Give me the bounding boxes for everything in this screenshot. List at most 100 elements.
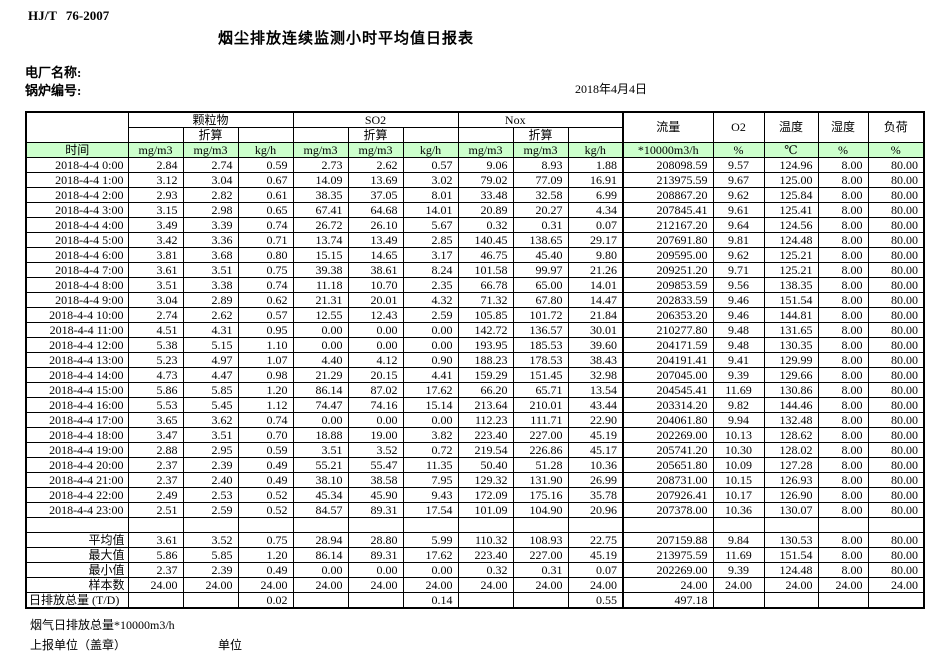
value-cell: 43.44 [567, 397, 624, 413]
value-cell: 20.01 [347, 292, 404, 308]
value-cell: 9.94 [712, 412, 765, 428]
summary-label: 平均值 [25, 532, 129, 548]
value-cell: 33.48 [457, 187, 514, 203]
value-cell: 210277.80 [622, 322, 714, 338]
value-cell: 21.29 [292, 367, 349, 383]
time-cell: 2018-4-4 7:00 [25, 262, 129, 278]
value-cell: 64.68 [347, 202, 404, 218]
value-cell: 24.00 [182, 577, 239, 593]
value-cell: 22.90 [567, 412, 624, 428]
value-cell [817, 592, 869, 609]
value-cell: 80.00 [867, 337, 925, 353]
header-row-units: 时间 mg/m3 mg/m3 kg/h mg/m3 mg/m3 kg/h mg/… [25, 142, 925, 158]
value-cell: 1.07 [237, 352, 294, 368]
value-cell: 124.48 [763, 562, 819, 578]
value-cell: 45.19 [567, 547, 624, 563]
value-cell: 24.00 [512, 577, 569, 593]
value-cell: 1.88 [567, 157, 624, 173]
value-cell: 2.62 [347, 157, 404, 173]
value-cell: 24.00 [763, 577, 819, 593]
value-cell: 80.00 [867, 487, 925, 503]
value-cell: 9.48 [712, 322, 765, 338]
empty-cell [292, 127, 349, 143]
value-cell: 80.00 [867, 292, 925, 308]
table-row: 2018-4-4 15:00 5.86 5.85 1.20 86.14 87.02 17.6… [25, 382, 925, 398]
table-row: 2018-4-4 21:00 2.37 2.40 0.49 38.10 38.58 7.95… [25, 472, 925, 488]
value-cell: 0.32 [457, 217, 514, 233]
value-cell: 4.12 [347, 352, 404, 368]
value-cell: 4.40 [292, 352, 349, 368]
value-cell: 24.00 [127, 577, 184, 593]
time-cell: 2018-4-4 3:00 [25, 202, 129, 218]
value-cell: 8.00 [817, 322, 869, 338]
value-cell: 127.28 [763, 457, 819, 473]
value-cell: 0.49 [237, 562, 294, 578]
time-cell: 2018-4-4 5:00 [25, 232, 129, 248]
reporting-unit-label: 上报单位（盖章） [30, 638, 127, 652]
value-cell: 5.99 [402, 532, 459, 548]
value-cell: 30.01 [567, 322, 624, 338]
group-header-flow: 流量 [622, 111, 714, 143]
value-cell: 20.15 [347, 367, 404, 383]
value-cell: 213975.59 [622, 547, 714, 563]
value-cell: 125.21 [763, 262, 819, 278]
empty-cell [817, 517, 869, 533]
value-cell: 8.00 [817, 397, 869, 413]
value-cell: 14.09 [292, 172, 349, 188]
empty-cell [402, 127, 459, 143]
value-cell: 125.00 [763, 172, 819, 188]
value-cell: 203314.20 [622, 397, 714, 413]
table-row: 2018-4-4 9:00 3.04 2.89 0.62 21.31 20.01 4.32 7… [25, 292, 925, 308]
value-cell: 2.51 [127, 502, 184, 518]
empty-cell [127, 127, 184, 143]
value-cell: 202269.00 [622, 427, 714, 443]
value-cell: 80.00 [867, 412, 925, 428]
value-cell: 151.54 [763, 547, 819, 563]
value-cell: 10.30 [712, 442, 765, 458]
value-cell: 204171.59 [622, 337, 714, 353]
value-cell: 2.59 [182, 502, 239, 518]
group-header-pm: 颗粒物 [127, 111, 294, 128]
value-cell: 3.81 [127, 247, 184, 263]
value-cell: 207926.41 [622, 487, 714, 503]
value-cell: 3.68 [182, 247, 239, 263]
time-cell: 2018-4-4 23:00 [25, 502, 129, 518]
value-cell: 175.16 [512, 487, 569, 503]
value-cell: 0.00 [292, 337, 349, 353]
summary-row: 最小值 2.37 2.39 0.49 0.00 0.00 0.00 0.32 0.31 0.07 2… [25, 562, 925, 578]
value-cell: 126.93 [763, 472, 819, 488]
value-cell: 38.43 [567, 352, 624, 368]
value-cell: 9.71 [712, 262, 765, 278]
value-cell: 0.31 [512, 217, 569, 233]
unit-cell: mg/m3 [512, 142, 569, 158]
time-cell: 2018-4-4 8:00 [25, 277, 129, 293]
value-cell: 223.40 [457, 427, 514, 443]
value-cell: 45.17 [567, 442, 624, 458]
unit-cell: mg/m3 [127, 142, 184, 158]
report-date: 2018年4月4日 [575, 82, 648, 96]
value-cell: 8.00 [817, 232, 869, 248]
value-cell: 124.48 [763, 232, 819, 248]
value-cell: 24.00 [402, 577, 459, 593]
value-cell: 11.35 [402, 457, 459, 473]
value-cell: 0.00 [292, 322, 349, 338]
value-cell: 13.54 [567, 382, 624, 398]
value-cell: 0.07 [567, 217, 624, 233]
value-cell: 26.99 [567, 472, 624, 488]
value-cell: 9.61 [712, 202, 765, 218]
value-cell: 213975.59 [622, 172, 714, 188]
value-cell: 22.75 [567, 532, 624, 548]
value-cell: 8.00 [817, 457, 869, 473]
table-row: 2018-4-4 6:00 3.81 3.68 0.80 15.15 14.65 3.17 4… [25, 247, 925, 263]
value-cell: 45.19 [567, 427, 624, 443]
value-cell: 151.45 [512, 367, 569, 383]
unit-cell: kg/h [402, 142, 459, 158]
value-cell: 5.85 [182, 547, 239, 563]
value-cell: 209251.20 [622, 262, 714, 278]
value-cell: 0.00 [402, 322, 459, 338]
value-cell: 0.90 [402, 352, 459, 368]
table-row: 2018-4-4 19:00 2.88 2.95 0.59 3.51 3.52 0.72 21… [25, 442, 925, 458]
value-cell: 3.51 [182, 262, 239, 278]
value-cell: 3.61 [127, 532, 184, 548]
value-cell: 129.66 [763, 367, 819, 383]
